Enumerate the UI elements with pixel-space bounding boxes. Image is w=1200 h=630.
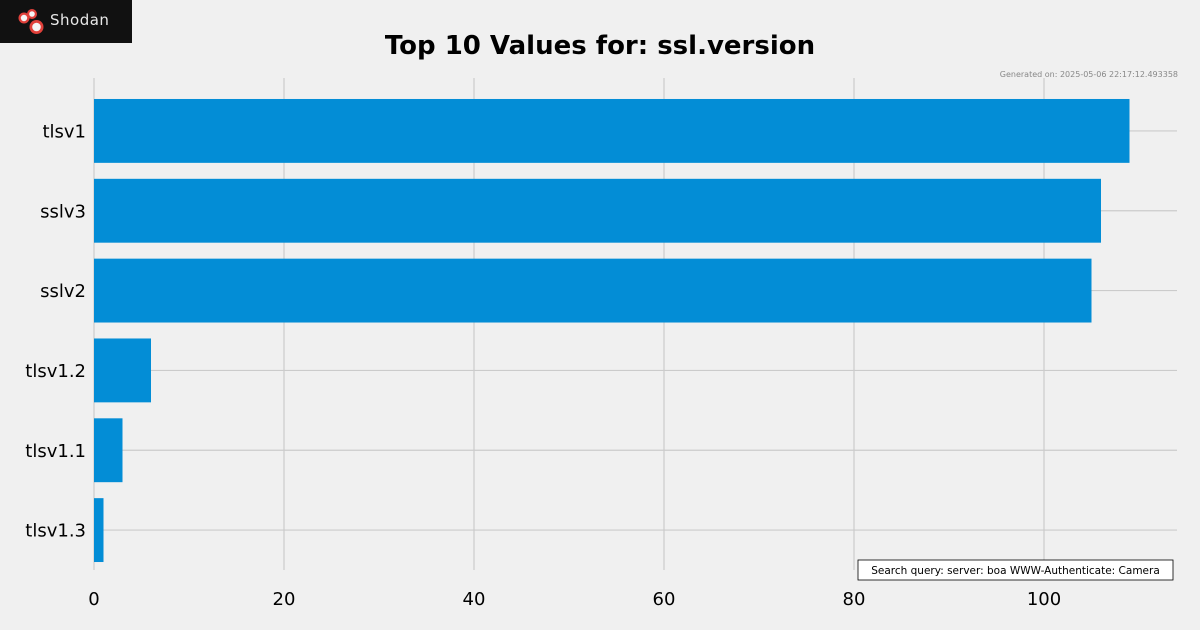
query-box-border [857, 559, 1174, 581]
chart-title: Top 10 Values for: ssl.version [385, 31, 815, 61]
x-tick-label: 100 [1027, 589, 1061, 610]
x-tick-label: 20 [273, 589, 296, 610]
bars [94, 98, 1130, 563]
x-tick-label: 0 [88, 589, 99, 610]
bar-tlsv1-1 [94, 418, 123, 483]
y-tick-label: sslv3 [40, 201, 86, 222]
x-tick-label: 80 [843, 589, 866, 610]
y-tick-labels: tlsv1 sslv3 sslv2 tlsv1.2 tlsv1.1 tlsv1.3 [25, 121, 86, 541]
search-query-text: Search query: server: boa WWW-Authentica… [871, 565, 1160, 577]
x-tick-labels: 0 20 40 60 80 100 [88, 589, 1061, 610]
y-tick-label: tlsv1.3 [25, 521, 86, 542]
query-box: Search query: server: boa WWW-Authentica… [857, 559, 1174, 581]
x-tick-label: 40 [463, 589, 486, 610]
x-tick-label: 60 [653, 589, 676, 610]
bar-tlsv1-2 [94, 338, 151, 403]
shodan-logo[interactable]: Shodan [0, 0, 132, 43]
logo-text: Shodan [50, 11, 110, 29]
y-tick-label: tlsv1.2 [25, 361, 86, 382]
shodan-logo-icon [18, 9, 44, 34]
y-tick-label: tlsv1 [42, 121, 86, 142]
generated-timestamp: Generated on: 2025-05-06 22:17:12.493358 [1000, 70, 1178, 79]
bar-tlsv1-3 [94, 498, 104, 563]
y-tick-label: sslv2 [40, 281, 86, 302]
bar-sslv2 [94, 258, 1092, 323]
bar-sslv3 [94, 178, 1101, 243]
bar-tlsv1 [94, 98, 1130, 163]
y-tick-label: tlsv1.1 [25, 441, 86, 462]
